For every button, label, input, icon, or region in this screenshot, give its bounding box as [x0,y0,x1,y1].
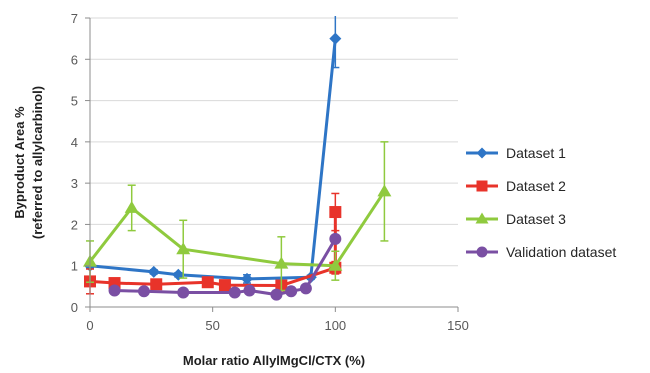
data-point-0-1 [147,265,160,278]
data-point-3-6 [285,285,298,298]
data-point-0-5 [329,32,342,45]
y-tick-label-7: 7 [71,11,78,26]
series-line-2 [88,190,386,268]
data-point-2-2 [176,242,191,255]
data-point-3-5 [270,288,283,301]
y-tick-label-6: 6 [71,52,78,67]
gridlines [90,17,458,267]
legend-marker-3 [476,246,488,258]
x-tick-label-50: 50 [205,318,219,333]
axes [85,17,459,312]
legend-item-3: Validation dataset [466,244,616,260]
x-tick-label-150: 150 [447,318,469,333]
y-tick-label-1: 1 [71,259,78,274]
data-point-3-7 [299,282,312,295]
legend: Dataset 1 Dataset 2 Dataset 3 Validation da… [466,145,616,260]
y-tick-label-0: 0 [71,300,78,315]
x-tick-label-0: 0 [86,318,93,333]
series-1 [84,192,342,295]
legend-label-2: Dataset 3 [506,211,566,227]
series-2 [83,141,392,292]
y-tick-label-3: 3 [71,176,78,191]
series-0 [84,16,342,285]
tick-labels: 0 1 2 3 4 5 6 7 0 50 100 150 [71,11,469,333]
legend-label-0: Dataset 1 [506,145,566,161]
data-point-1-2 [150,278,163,291]
legend-item-2: Dataset 3 [466,211,566,227]
axis-titles: Molar ratio AllylMgCl/CTX (%) Byproduct … [12,86,365,368]
y-tick-label-4: 4 [71,135,78,150]
legend-marker-1 [476,180,488,192]
series-line-1 [89,212,337,288]
legend-label-1: Dataset 2 [506,178,566,194]
legend-marker-2 [475,212,489,224]
data-point-0-3 [241,272,254,285]
data-point-3-0 [108,284,121,297]
y-tick-label-5: 5 [71,94,78,109]
x-tick-label-100: 100 [324,318,346,333]
data-point-2-1 [124,200,139,213]
data-point-2-5 [377,184,392,197]
y-tick-label-2: 2 [71,217,78,232]
y-axis-title-line2: (referred to allylcarbinol) [30,86,45,239]
data-point-2-4 [328,258,343,271]
data-point-1-3 [201,276,214,289]
plot-series [83,16,392,301]
legend-marker-0 [476,147,488,159]
series-3 [108,232,342,301]
legend-label-3: Validation dataset [506,244,616,260]
data-point-3-8 [329,232,342,245]
data-point-1-4 [218,279,231,292]
y-axis-title-line1: Byproduct Area % [12,106,27,219]
data-point-3-4 [243,284,256,297]
data-point-3-2 [177,286,190,299]
series-line-0 [89,38,337,281]
legend-item-1: Dataset 2 [466,178,566,194]
data-point-3-3 [228,286,241,299]
data-point-1-7 [329,206,342,219]
legend-item-0: Dataset 1 [466,145,566,161]
data-point-2-3 [274,256,289,269]
data-point-3-1 [137,285,150,298]
x-axis-title: Molar ratio AllylMgCl/CTX (%) [183,353,365,368]
